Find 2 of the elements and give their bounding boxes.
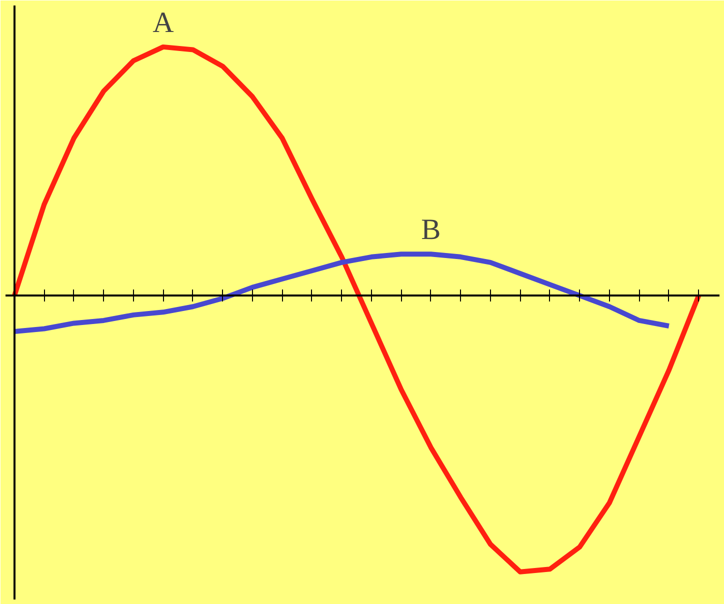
- annotation: B: [421, 214, 441, 246]
- text: A: [152, 6, 174, 39]
